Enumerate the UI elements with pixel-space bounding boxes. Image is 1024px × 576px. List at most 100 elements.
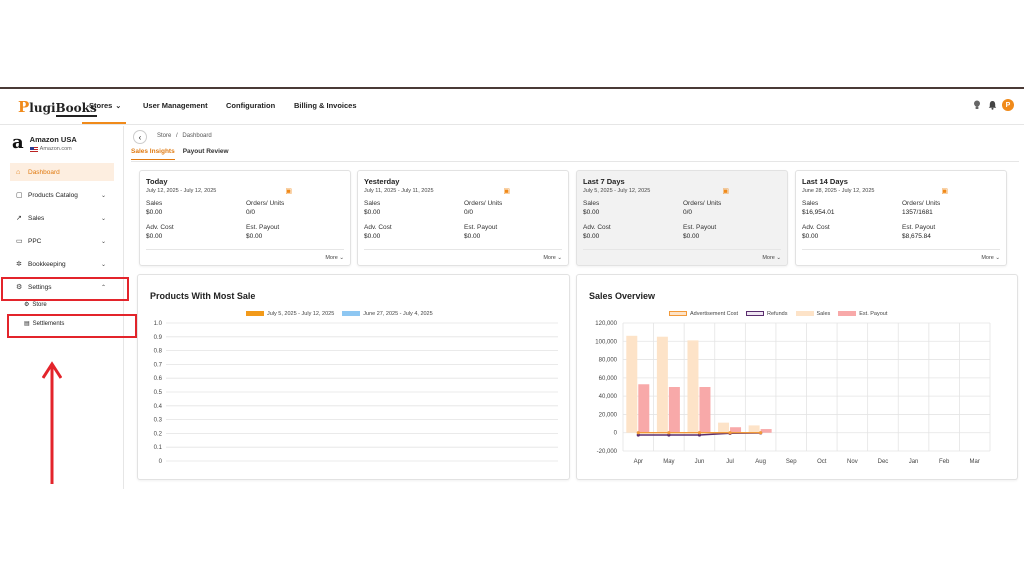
card-adv-value: $0.00	[364, 233, 381, 240]
y-tick-label: -20,000	[597, 449, 618, 455]
sidebar-subitem-settlements[interactable]: ▤ Settlements	[24, 320, 65, 328]
back-button[interactable]: ‹	[133, 130, 147, 144]
legend-item-previous-week[interactable]: June 27, 2025 - July 4, 2025	[342, 311, 433, 317]
advertisement-cost-point	[697, 431, 702, 435]
card-payout-value: $0.00	[246, 233, 263, 240]
catalog-icon: ▢	[16, 192, 23, 199]
amazon-logo-icon: a	[12, 132, 24, 153]
highlight-settings	[1, 277, 129, 301]
summary-card: Last 7 Days July 5, 2025 - July 12, 2025 ▣…	[576, 170, 788, 266]
sidebar-item-sales[interactable]: ↗ Sales ⌄	[16, 214, 106, 223]
sidebar-subitem-store[interactable]: ⚙ Store	[24, 301, 47, 309]
sidebar-item-ppc[interactable]: ▭ PPC ⌄	[16, 237, 106, 246]
account-switcher[interactable]: a Amazon USA Amazon.com	[12, 132, 77, 153]
chevron-down-icon: ⌄	[100, 192, 106, 199]
card-more-button[interactable]: More ⌄	[981, 255, 1000, 261]
card-more-button[interactable]: More ⌄	[762, 255, 781, 261]
sidebar-item-settings[interactable]: ⚙ Settings ⌃	[16, 283, 106, 292]
nav-user-management[interactable]: User Management	[143, 101, 208, 110]
lightbulb-icon[interactable]	[972, 100, 982, 110]
y-tick-label: 0.5	[154, 390, 163, 396]
gear-icon: ⚙	[16, 284, 23, 291]
calendar-icon[interactable]: ▣	[503, 188, 510, 195]
account-domain: Amazon.com	[39, 146, 72, 152]
card-sales-label: Sales	[583, 200, 600, 207]
y-tick-label: 120,000	[595, 321, 617, 327]
card-adv-value: $0.00	[583, 233, 600, 240]
breadcrumb-store[interactable]: Store	[157, 133, 172, 139]
user-avatar[interactable]: P	[1002, 99, 1014, 111]
x-tick-label: Jun	[695, 459, 705, 465]
card-adv-label: Adv. Cost	[364, 224, 392, 231]
card-adv-value: $0.00	[802, 233, 819, 240]
y-tick-label: 80,000	[599, 358, 618, 364]
card-orders-value: 0/0	[246, 209, 256, 216]
legend-item-sales[interactable]: Sales	[795, 311, 830, 317]
payout-bar	[760, 429, 772, 433]
card-title: Last 14 Days	[802, 177, 848, 186]
legend-item-current-week[interactable]: July 5, 2025 - July 12, 2025	[246, 311, 334, 317]
x-tick-label: Sep	[786, 459, 797, 465]
chevron-down-icon: ⌄	[100, 215, 106, 222]
legend-item-est-payout[interactable]: Est. Payout	[838, 311, 887, 317]
legend-item-advertisement-cost[interactable]: Advertisement Cost	[669, 311, 738, 317]
gear-icon: ⚙	[24, 302, 30, 308]
sidebar-item-bookkeeping[interactable]: ✲ Bookkeeping ⌄	[16, 260, 106, 269]
card-payout-label: Est. Payout	[246, 224, 280, 231]
y-tick-label: 60,000	[599, 376, 618, 382]
card-adv-label: Adv. Cost	[583, 224, 611, 231]
legend-item-refunds[interactable]: Refunds	[746, 311, 788, 317]
y-tick-label: 40,000	[599, 394, 618, 400]
sidebar-item-dashboard[interactable]: ⌂ Dashboard	[10, 163, 114, 181]
calendar-icon[interactable]: ▣	[722, 188, 729, 195]
advertisement-cost-point	[728, 431, 732, 435]
card-title: Yesterday	[364, 177, 400, 186]
payout-bar	[638, 384, 650, 433]
card-orders-label: Orders/ Units	[464, 200, 503, 207]
y-tick-label: 0	[159, 459, 163, 465]
highlight-settlements	[7, 314, 137, 338]
x-tick-label: Jul	[726, 459, 734, 465]
y-tick-label: 1.0	[154, 321, 163, 327]
y-tick-label: 0.4	[154, 404, 163, 410]
chevron-down-icon: ⌄	[995, 255, 1000, 261]
products-most-sale-title: Products With Most Sale	[150, 291, 256, 301]
card-sales-value: $0.00	[364, 209, 381, 216]
y-tick-label: 0.2	[154, 431, 163, 437]
sales-bar	[748, 425, 760, 433]
tab-payout-review[interactable]: Payout Review	[182, 148, 229, 155]
x-tick-label: Aug	[755, 459, 766, 465]
summary-card: Today July 12, 2025 - July 12, 2025 ▣ Sales…	[139, 170, 351, 266]
app-logo[interactable]: PlugiBooks	[18, 98, 97, 117]
products-chart: 1.0 0.9 0.8 0.7 0.6 0.5 0.4 0.3 0.2 0.1 0	[154, 321, 558, 465]
us-flag-icon	[29, 146, 38, 152]
card-more-button[interactable]: More ⌄	[325, 255, 344, 261]
breadcrumb: Store / Dashboard	[157, 133, 212, 139]
nav-active-indicator	[82, 122, 126, 124]
card-date-range: July 12, 2025 - July 12, 2025	[146, 188, 217, 194]
y-tick-label: 0.1	[154, 445, 163, 451]
top-navbar: PlugiBooks Stores ⌄ User Management Confi…	[0, 89, 1024, 125]
gear-cluster-icon: ✲	[16, 261, 22, 268]
card-sales-label: Sales	[802, 200, 819, 207]
advertisement-cost-point	[759, 431, 763, 435]
bell-icon[interactable]	[987, 100, 997, 110]
card-orders-value: 0/0	[464, 209, 474, 216]
sidebar-item-products-catalog[interactable]: ▢ Products Catalog ⌄	[16, 191, 106, 200]
y-tick-label: 0	[614, 431, 618, 437]
y-tick-label: 0.6	[154, 376, 163, 382]
card-adv-label: Adv. Cost	[146, 224, 174, 231]
products-most-sale-panel: Products With Most Sale July 5, 2025 - J…	[137, 274, 570, 480]
sales-overview-chart: 120,000 100,000 80,000 60,000 40,000 20,000 0 -…	[595, 321, 991, 465]
nav-billing-invoices[interactable]: Billing & Invoices	[294, 101, 357, 110]
calendar-icon[interactable]: ▣	[285, 188, 292, 195]
x-tick-label: Oct	[817, 459, 827, 465]
card-more-button[interactable]: More ⌄	[543, 255, 562, 261]
calendar-icon[interactable]: ▣	[941, 188, 948, 195]
chevron-down-icon: ⌄	[557, 255, 562, 261]
tab-sales-insights[interactable]: Sales Insights	[131, 148, 175, 160]
nav-configuration[interactable]: Configuration	[226, 101, 276, 110]
nav-stores[interactable]: Stores ⌄	[89, 101, 122, 110]
payout-bar	[730, 427, 742, 433]
card-orders-value: 1357/1681	[902, 209, 933, 216]
